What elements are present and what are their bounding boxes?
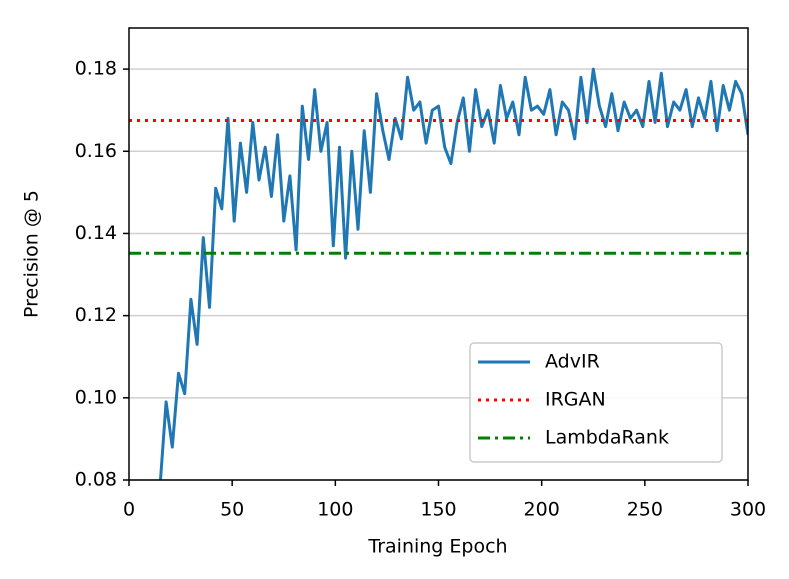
x-tick-label: 250 [627,499,663,521]
y-tick-label: 0.14 [75,222,117,244]
legend-label: LambdaRank [545,427,669,449]
x-tick-label: 0 [123,499,135,521]
x-tick-label: 100 [317,499,353,521]
x-tick-label: 50 [220,499,244,521]
x-tick-label: 150 [420,499,456,521]
y-tick-label: 0.16 [75,140,117,162]
y-tick-label: 0.12 [75,304,117,326]
y-axis-label: Precision @ 5 [21,190,43,318]
series-line [158,67,748,480]
y-tick-label: 0.10 [75,386,117,408]
x-tick-label: 300 [730,499,766,521]
x-axis-label: Training Epoch [367,536,507,558]
legend-label: AdvIR [545,351,600,373]
legend-label: IRGAN [545,389,606,411]
legend-box [469,342,723,463]
y-tick-label: 0.18 [75,58,117,80]
x-tick-label: 200 [524,499,560,521]
y-tick-label: 0.08 [75,469,117,491]
